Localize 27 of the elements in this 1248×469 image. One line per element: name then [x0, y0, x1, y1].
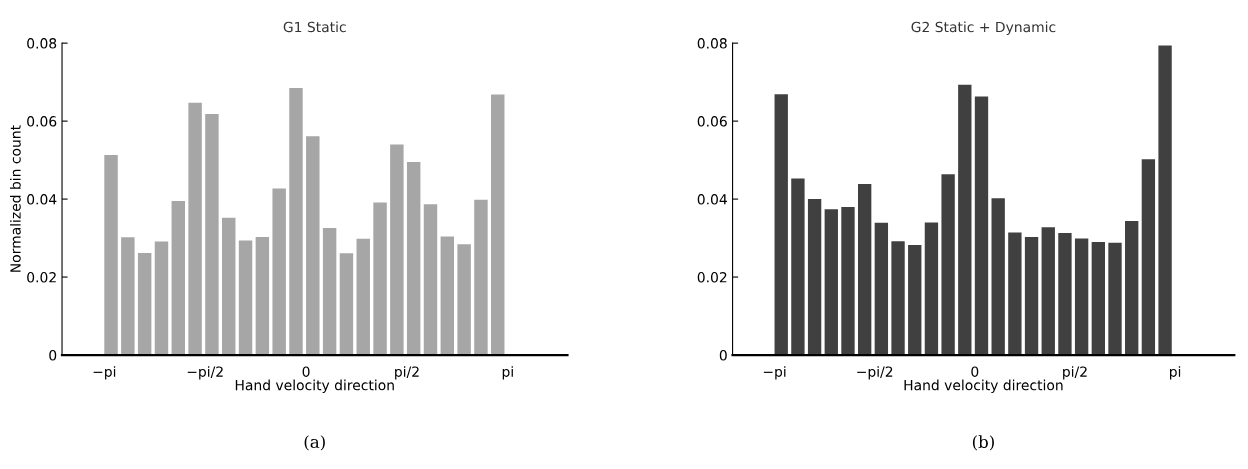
x-tick-label: 0 — [302, 366, 310, 377]
y-tick-label: 0.02 — [697, 272, 727, 283]
x-tick-label: −pi/2 — [857, 366, 893, 380]
y-tick-label: 0.08 — [27, 38, 57, 49]
x-tick-label: pi — [1170, 366, 1181, 380]
chart-title: G1 Static — [283, 21, 346, 33]
x-tick-label: pi/2 — [395, 366, 419, 380]
chart-title: G2 Static + Dynamic — [911, 21, 1056, 35]
x-tick-label: −pi — [93, 366, 116, 380]
x-tick-label: −pi — [763, 366, 786, 380]
text: (b) — [972, 435, 994, 451]
x-tick-label: −pi/2 — [187, 366, 223, 380]
x-axis-title: Hand velocity direction — [904, 379, 1063, 394]
y-tick-label: 0 — [49, 350, 57, 361]
y-tick-label: 0.06 — [27, 116, 57, 127]
x-tick-label: pi — [502, 366, 513, 380]
y-tick-label: 0.06 — [697, 116, 727, 127]
y-tick-label: 0.04 — [27, 194, 57, 205]
x-axis-title: Hand velocity direction — [235, 379, 394, 394]
y-axis-title: Normalized bin count — [10, 125, 21, 272]
y-tick-label: 0.08 — [697, 38, 727, 49]
text: (a) — [304, 435, 325, 451]
y-tick-label: 0.04 — [697, 194, 727, 205]
x-tick-label: pi/2 — [1063, 366, 1087, 380]
x-tick-label: 0 — [971, 366, 979, 377]
y-tick-label: 0 — [719, 350, 727, 361]
y-tick-label: 0.02 — [27, 272, 56, 283]
